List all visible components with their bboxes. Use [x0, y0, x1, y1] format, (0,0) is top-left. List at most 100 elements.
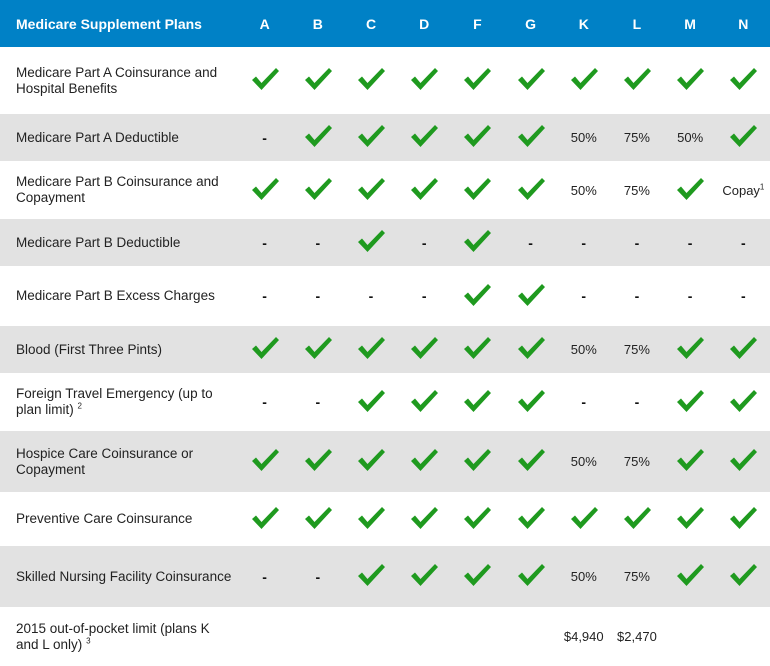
check-icon [462, 228, 492, 257]
plan-header-k: K [557, 0, 611, 47]
plan-cell [344, 47, 397, 114]
plan-cell [344, 546, 398, 607]
plan-cell [716, 431, 770, 492]
plan-cell: - [344, 266, 397, 326]
check-icon [462, 335, 492, 364]
plan-cell: - [238, 546, 292, 607]
benefit-label-text: Medicare Part B Coinsurance and Copaymen… [16, 174, 219, 205]
plan-header-m: M [663, 0, 717, 47]
plan-cell [398, 607, 451, 666]
check-icon [462, 388, 492, 417]
not-covered-dash: - [315, 288, 321, 304]
check-icon [462, 123, 492, 152]
plan-cell [503, 326, 558, 373]
not-covered-dash: - [262, 129, 267, 146]
plan-cell [344, 219, 398, 266]
check-icon [569, 505, 599, 534]
plan-cell: - [664, 266, 717, 326]
plan-cell: - [503, 219, 558, 266]
benefit-label: Foreign Travel Emergency (up to plan lim… [0, 373, 238, 431]
table-row: 2015 out-of-pocket limit (plans K and L … [0, 607, 770, 666]
plan-cell [451, 492, 504, 546]
check-icon [675, 176, 705, 205]
plan-header-l: L [610, 0, 664, 47]
check-icon [409, 66, 439, 95]
plan-cell: - [291, 546, 345, 607]
plan-cell [397, 546, 451, 607]
plan-cell [504, 373, 557, 431]
benefit-label-text: Preventive Care Coinsurance [16, 511, 193, 526]
coverage-value: Copay [722, 182, 760, 198]
plan-cell [504, 492, 557, 546]
plan-cell [344, 161, 397, 219]
benefit-label: Skilled Nursing Facility Coinsurance [0, 546, 239, 607]
not-covered-dash: - [262, 394, 267, 410]
not-covered-dash: - [262, 568, 267, 585]
plan-cell: - [238, 266, 291, 326]
plan-cell [291, 47, 344, 114]
not-covered-dash: - [741, 288, 746, 304]
check-icon [250, 335, 280, 364]
plan-cell [238, 326, 292, 373]
plan-cell [716, 326, 770, 373]
check-icon [462, 282, 492, 311]
check-icon [516, 282, 546, 311]
not-covered-dash: - [528, 234, 533, 251]
benefit-label-text: Medicare Part A Deductible [16, 129, 179, 145]
plan-cell [664, 373, 717, 431]
plan-cell: - [557, 373, 610, 431]
plan-cell [664, 492, 717, 546]
plan-cell [398, 47, 451, 114]
check-icon [250, 66, 280, 95]
plan-cell [717, 47, 770, 114]
plan-cell [451, 607, 504, 666]
check-icon [250, 176, 280, 205]
plan-cell [610, 492, 663, 546]
plan-cell: - [291, 266, 344, 326]
plan-cell: $4,940 [557, 607, 610, 666]
plan-cell [504, 161, 557, 219]
footnote-marker: 3 [86, 636, 91, 645]
check-icon [516, 505, 546, 534]
coverage-value: 50% [570, 454, 597, 469]
check-icon [356, 335, 386, 364]
plan-cell [504, 266, 557, 326]
plan-header-f: F [450, 0, 504, 47]
table-row: Medicare Part B Excess Charges - - - - - - - - [0, 266, 770, 326]
plan-cell [238, 492, 291, 546]
check-icon [728, 505, 758, 534]
plan-cell [238, 431, 292, 492]
check-icon [675, 335, 705, 364]
plan-cell: Copay1 [717, 161, 770, 219]
check-icon [462, 562, 492, 591]
plan-cell [663, 326, 717, 373]
plan-cell [398, 492, 451, 546]
plan-cell [397, 326, 451, 373]
not-covered-dash: - [634, 394, 640, 410]
not-covered-dash: - [315, 394, 321, 410]
coverage-value: 75% [623, 342, 650, 357]
check-icon [622, 66, 652, 95]
plan-cell: - [610, 373, 663, 431]
not-covered-dash: - [581, 394, 587, 410]
plan-cell [450, 326, 504, 373]
benefit-label-text: Foreign Travel Emergency (up to plan lim… [16, 386, 213, 417]
not-covered-dash: - [581, 288, 587, 304]
benefit-label-text: Medicare Part B Deductible [16, 234, 181, 250]
plan-cell [504, 607, 557, 666]
table-row: Medicare Part A Deductible - 50% 75% 50% [0, 114, 770, 161]
check-icon [303, 66, 333, 95]
plan-cell: - [398, 266, 451, 326]
plan-cell [557, 47, 610, 114]
plan-header-n: N [716, 0, 770, 47]
benefit-label-text: Skilled Nursing Facility Coinsurance [16, 568, 232, 584]
table-row: Hospice Care Coinsurance or Copayment 50%… [0, 431, 770, 492]
plan-cell [398, 161, 451, 219]
check-icon [250, 505, 280, 534]
plan-cell [610, 47, 663, 114]
plan-cell [291, 431, 345, 492]
plan-cell [344, 492, 397, 546]
plan-cell [291, 492, 344, 546]
check-icon [303, 335, 333, 364]
plan-cell [503, 114, 558, 161]
